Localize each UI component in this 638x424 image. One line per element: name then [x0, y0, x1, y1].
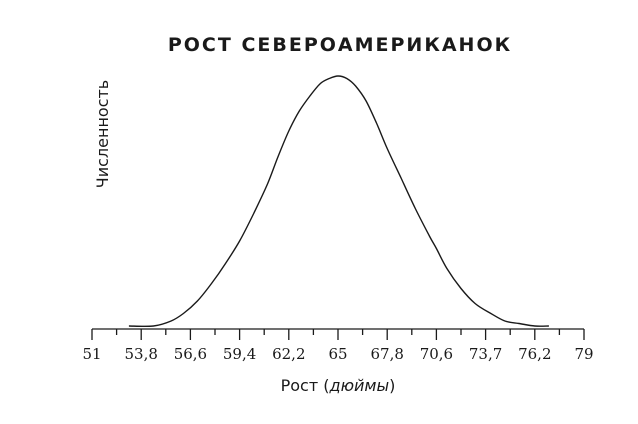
x-tick-label: 76,2	[518, 345, 551, 363]
x-tick-label: 59,4	[223, 345, 256, 363]
y-axis-label: Численность	[93, 80, 112, 189]
x-tick-label: 65	[328, 345, 347, 363]
x-axis-label-unit: дюймы	[329, 376, 390, 395]
x-tick-label: 51	[82, 345, 101, 363]
x-tick-label: 56,6	[174, 345, 207, 363]
x-tick-label: 70,6	[420, 345, 453, 363]
x-axis-ticks	[91, 329, 585, 340]
chart-title: РОСТ СЕВЕРОАМЕРИКАНОК	[168, 34, 512, 56]
x-axis-tick-labels: 51 53,8 56,6 59,4 62,2 65 67,8 70,6 73,7 76,2 79	[82, 345, 593, 363]
x-tick-label: 67,8	[370, 345, 403, 363]
x-axis-label-plain: Рост (	[281, 376, 330, 395]
x-tick-label: 62,2	[272, 345, 305, 363]
x-tick-label: 53,8	[124, 345, 157, 363]
x-axis-label: Рост (дюймы)	[281, 376, 396, 395]
distribution-curve	[128, 75, 549, 328]
x-axis-label-close: )	[389, 376, 395, 395]
x-tick-label: 73,7	[469, 345, 502, 363]
x-tick-label: 79	[574, 345, 593, 363]
